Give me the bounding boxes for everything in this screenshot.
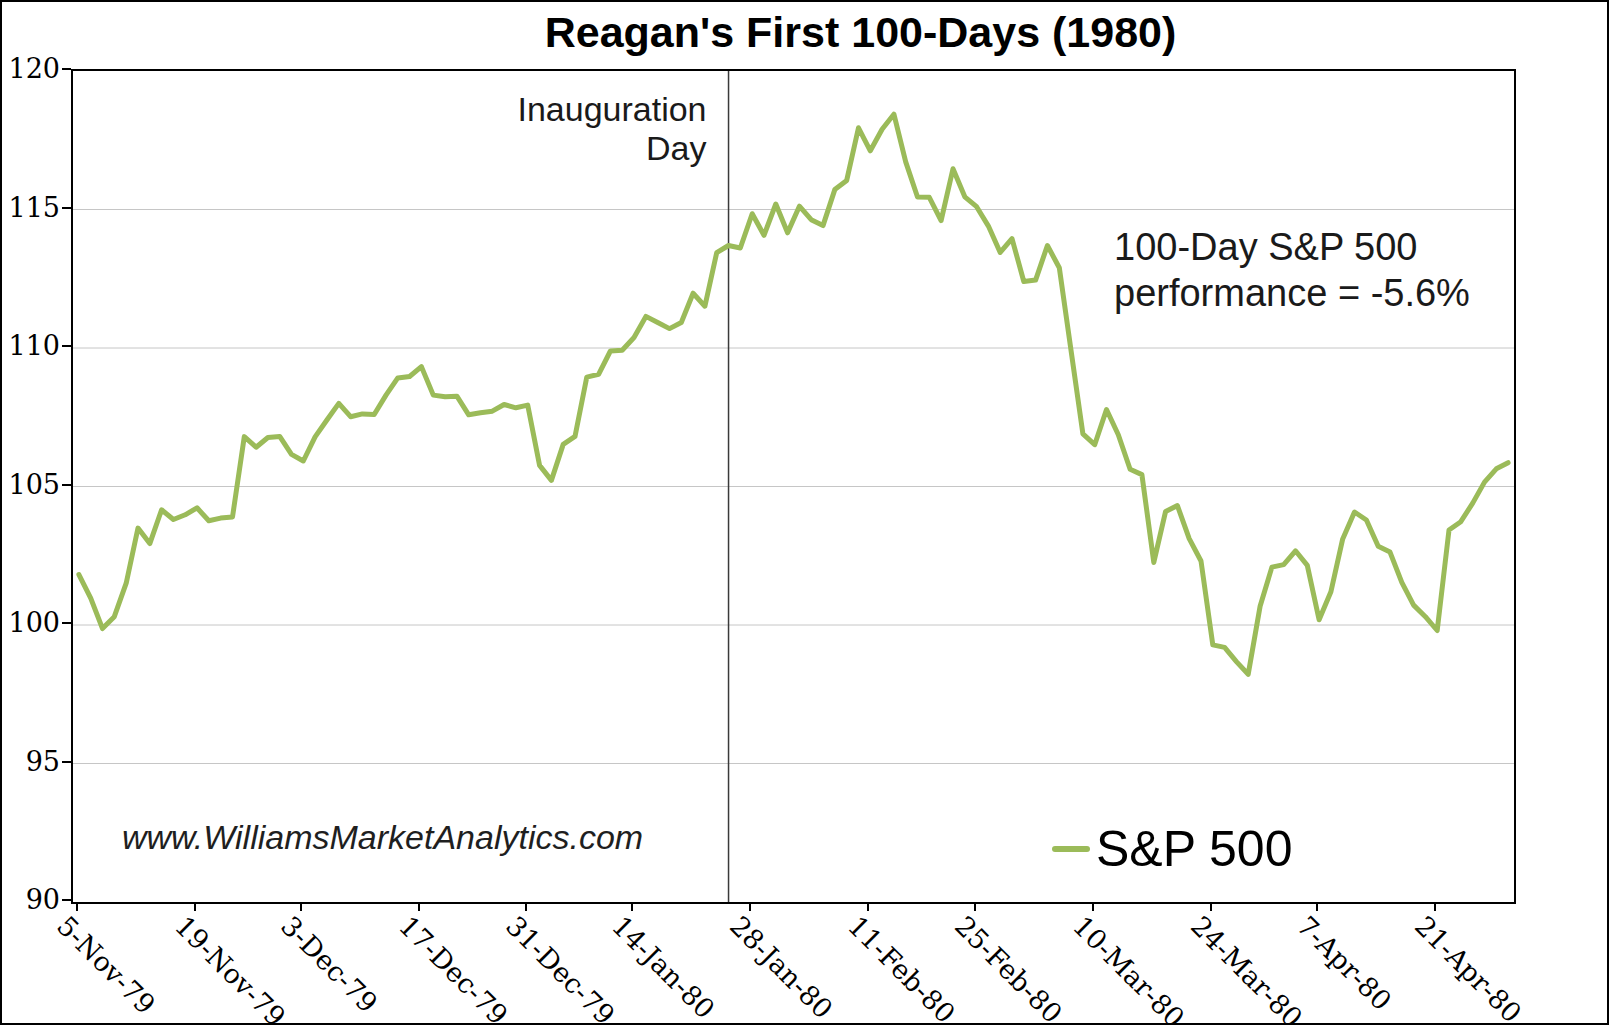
- x-axis-label-11-Feb-80: 11-Feb-80: [842, 910, 961, 1025]
- x-axis-label-10-Mar-80: 10-Mar-80: [1067, 910, 1190, 1025]
- chart-canvas: [73, 71, 1514, 902]
- x-axis-label-25-Feb-80: 25-Feb-80: [949, 910, 1068, 1025]
- y-tick-mark: [62, 345, 71, 347]
- x-axis-label-14-Jan-80: 14-Jan-80: [606, 910, 721, 1025]
- y-axis-label-115: 115: [2, 191, 60, 222]
- x-axis-label-28-Jan-80: 28-Jan-80: [724, 910, 839, 1025]
- chart-figure: Reagan's First 100-Days (1980) 90 95 100 10…: [0, 0, 1609, 1025]
- y-tick-mark: [62, 899, 71, 901]
- x-axis-label-19-Nov-79: 19-Nov-79: [169, 910, 291, 1025]
- x-tick-mark: [1316, 902, 1318, 911]
- x-axis-label-17-Dec-79: 17-Dec-79: [394, 910, 515, 1025]
- y-tick-mark: [62, 207, 71, 209]
- y-tick-mark: [62, 484, 71, 486]
- x-tick-mark: [194, 902, 196, 911]
- x-tick-mark: [1210, 902, 1212, 911]
- performance-annotation: 100-Day S&P 500 performance = -5.6%: [1114, 224, 1470, 317]
- x-axis-label-31-Dec-79: 31-Dec-79: [500, 910, 621, 1025]
- x-tick-mark: [1092, 902, 1094, 911]
- x-axis-label-7-Apr-80: 7-Apr-80: [1291, 910, 1397, 1016]
- y-axis-label-100: 100: [2, 607, 60, 638]
- y-axis-label-110: 110: [2, 330, 60, 361]
- x-tick-mark: [1434, 902, 1436, 911]
- x-axis-label-5-Nov-79: 5-Nov-79: [51, 910, 161, 1020]
- legend-line-swatch: [1052, 846, 1090, 852]
- chart-title: Reagan's First 100-Days (1980): [2, 8, 1607, 57]
- y-tick-mark: [62, 761, 71, 763]
- x-axis-label-3-Dec-79: 3-Dec-79: [275, 910, 384, 1019]
- x-tick-mark: [76, 902, 78, 911]
- y-axis-label-105: 105: [2, 468, 60, 499]
- x-tick-mark: [525, 902, 527, 911]
- x-axis-label-21-Apr-80: 21-Apr-80: [1409, 910, 1528, 1025]
- x-tick-mark: [974, 902, 976, 911]
- x-tick-mark: [867, 902, 869, 911]
- watermark: www.WilliamsMarketAnalytics.com: [122, 818, 643, 857]
- legend: S&P 500: [1052, 820, 1292, 878]
- sp500-line: [79, 114, 1508, 674]
- x-tick-mark: [300, 902, 302, 911]
- performance-annotation-line2: performance = -5.6%: [1114, 270, 1470, 316]
- y-axis-label-90: 90: [2, 884, 60, 915]
- x-tick-mark: [418, 902, 420, 911]
- legend-series-label: S&P 500: [1096, 820, 1292, 878]
- plot-area: [71, 69, 1516, 904]
- y-axis-label-95: 95: [2, 745, 60, 776]
- performance-annotation-line1: 100-Day S&P 500: [1114, 224, 1470, 270]
- inauguration-day-label: Inauguration Day: [457, 90, 707, 168]
- y-tick-mark: [62, 68, 71, 70]
- y-axis-label-120: 120: [2, 53, 60, 84]
- x-axis-label-24-Mar-80: 24-Mar-80: [1185, 910, 1308, 1025]
- x-tick-mark: [749, 902, 751, 911]
- y-tick-mark: [62, 622, 71, 624]
- x-tick-mark: [631, 902, 633, 911]
